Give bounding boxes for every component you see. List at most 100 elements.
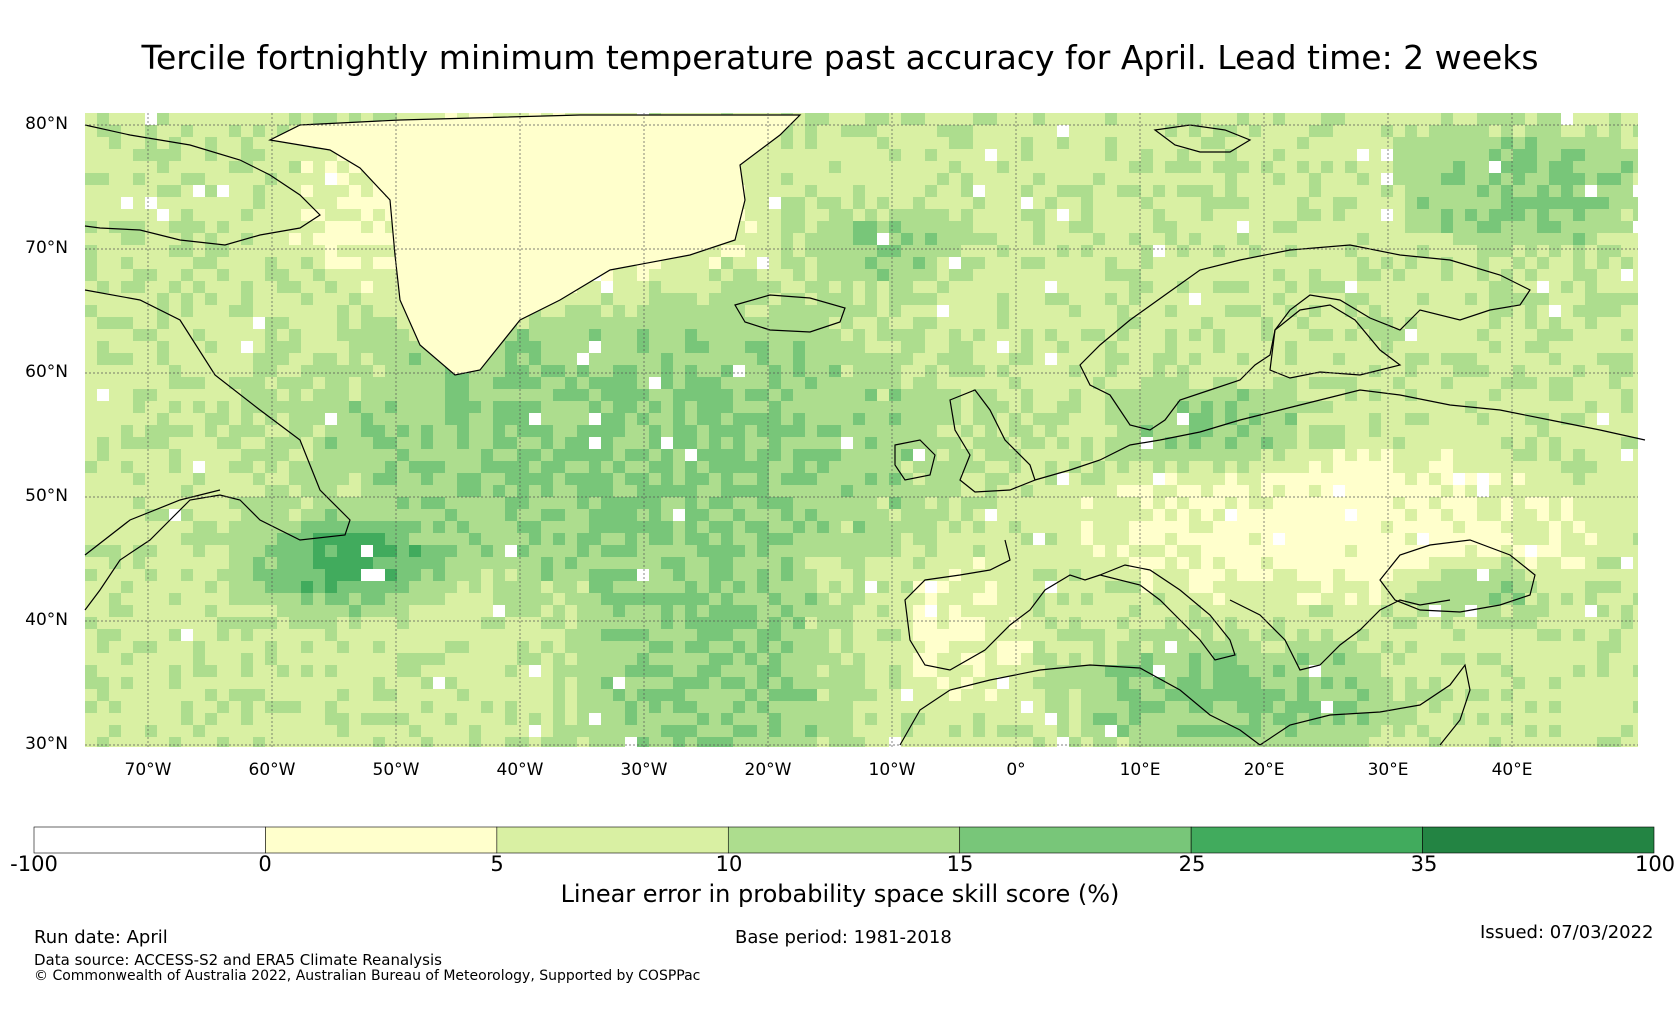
skill-cell <box>1309 173 1321 185</box>
skill-cell <box>589 449 601 461</box>
skill-cell <box>985 365 997 377</box>
skill-cell <box>1045 281 1057 293</box>
skill-cell <box>1333 125 1345 137</box>
skill-cell <box>973 533 985 545</box>
skill-cell <box>229 365 241 377</box>
skill-cell <box>1477 209 1489 221</box>
skill-cell <box>1285 269 1297 281</box>
skill-cell <box>1465 245 1477 257</box>
skill-cell <box>1213 161 1225 173</box>
skill-cell <box>1489 233 1501 245</box>
skill-cell <box>1561 365 1573 377</box>
skill-cell <box>217 125 229 137</box>
skill-cell <box>709 365 721 377</box>
skill-cell <box>1561 545 1573 557</box>
skill-cell <box>1453 521 1465 533</box>
skill-cell <box>673 437 685 449</box>
skill-cell <box>949 461 961 473</box>
skill-cell <box>541 497 553 509</box>
skill-cell <box>1357 317 1369 329</box>
skill-cell <box>913 389 925 401</box>
skill-cell <box>1153 533 1165 545</box>
skill-cell <box>589 545 601 557</box>
skill-cell <box>85 497 97 509</box>
skill-cell <box>1573 221 1585 233</box>
skill-cell <box>757 413 769 425</box>
skill-cell <box>325 533 337 545</box>
skill-cell <box>673 377 685 389</box>
skill-cell <box>1333 377 1345 389</box>
skill-cell <box>1477 365 1489 377</box>
skill-cell <box>949 473 961 485</box>
skill-cell <box>157 365 169 377</box>
skill-cell <box>805 497 817 509</box>
skill-cell <box>1069 125 1081 137</box>
skill-cell <box>337 509 349 521</box>
skill-cell <box>133 557 145 569</box>
skill-cell <box>565 509 577 521</box>
skill-cell <box>409 449 421 461</box>
skill-cell <box>733 545 745 557</box>
skill-cell <box>229 245 241 257</box>
skill-cell <box>937 377 949 389</box>
skill-cell <box>145 509 157 521</box>
skill-cell <box>241 341 253 353</box>
skill-cell <box>1597 257 1609 269</box>
skill-cell <box>1417 233 1429 245</box>
skill-cell <box>1501 533 1513 545</box>
skill-cell <box>229 449 241 461</box>
skill-cell <box>109 365 121 377</box>
skill-cell <box>1537 425 1549 437</box>
skill-cell <box>805 161 817 173</box>
skill-cell <box>613 341 625 353</box>
skill-cell <box>505 425 517 437</box>
skill-cell <box>157 281 169 293</box>
skill-cell <box>709 389 721 401</box>
skill-cell <box>385 269 397 281</box>
skill-cell <box>1009 149 1021 161</box>
skill-cell <box>1345 113 1357 125</box>
skill-cell <box>961 317 973 329</box>
skill-cell <box>1093 377 1105 389</box>
skill-cell <box>1369 473 1381 485</box>
skill-cell <box>1513 521 1525 533</box>
skill-cell <box>1453 557 1465 569</box>
skill-cell <box>1525 149 1537 161</box>
skill-cell <box>97 221 109 233</box>
skill-cell <box>1345 545 1357 557</box>
skill-cell <box>1009 269 1021 281</box>
skill-cell <box>913 161 925 173</box>
skill-cell <box>1585 329 1597 341</box>
skill-cell <box>181 437 193 449</box>
skill-cell <box>1213 209 1225 221</box>
skill-cell <box>361 353 373 365</box>
skill-cell <box>613 389 625 401</box>
skill-cell <box>1333 245 1345 257</box>
skill-cell <box>1465 341 1477 353</box>
skill-cell <box>1633 341 1638 353</box>
skill-cell <box>985 473 997 485</box>
skill-cell <box>1477 317 1489 329</box>
skill-cell <box>1429 329 1441 341</box>
skill-cell <box>1381 149 1393 161</box>
skill-cell <box>769 233 781 245</box>
skill-cell <box>1093 257 1105 269</box>
skill-cell <box>145 401 157 413</box>
skill-cell <box>817 161 829 173</box>
skill-cell <box>1069 509 1081 521</box>
skill-cell <box>541 461 553 473</box>
skill-cell <box>1201 533 1213 545</box>
skill-cell <box>1285 473 1297 485</box>
map-cells <box>85 113 1638 747</box>
skill-cell <box>241 329 253 341</box>
skill-cell <box>241 497 253 509</box>
skill-cell <box>1033 449 1045 461</box>
skill-cell <box>1069 161 1081 173</box>
skill-cell <box>901 293 913 305</box>
skill-cell <box>925 545 937 557</box>
skill-cell <box>745 341 757 353</box>
skill-cell <box>925 281 937 293</box>
skill-cell <box>1489 365 1501 377</box>
skill-cell <box>1369 137 1381 149</box>
